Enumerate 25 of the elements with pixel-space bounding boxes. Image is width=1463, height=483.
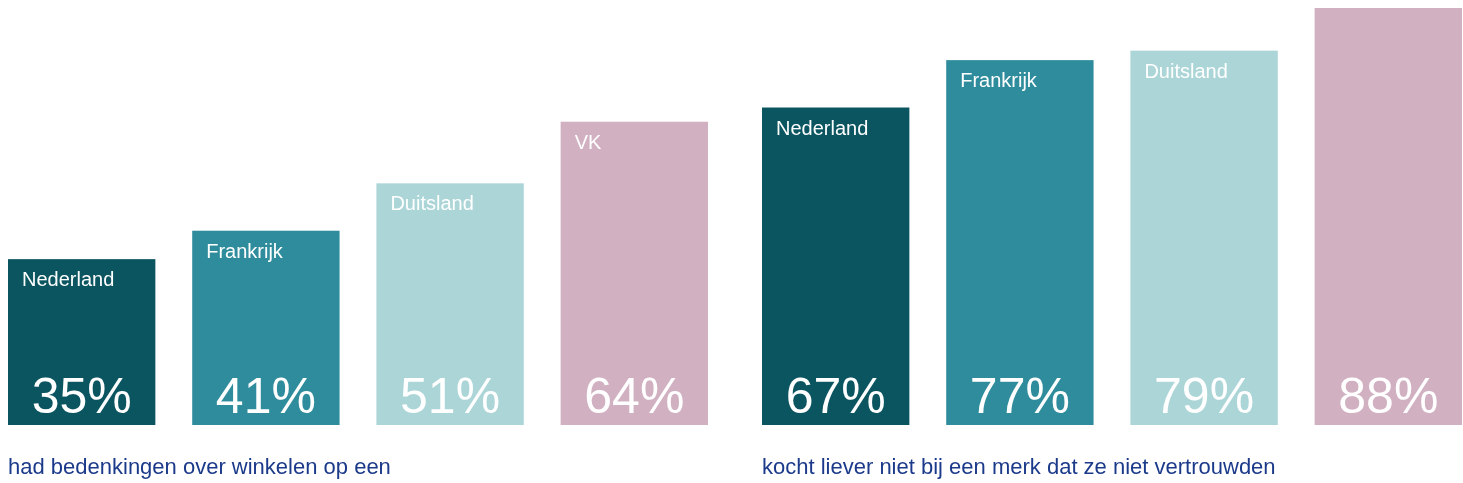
data-label: 35% bbox=[31, 368, 132, 424]
data-label: 51% bbox=[400, 368, 501, 424]
bar bbox=[8, 259, 156, 425]
bar bbox=[946, 60, 1094, 425]
data-label: 41% bbox=[215, 368, 316, 424]
x-tick-label: Nederland bbox=[22, 268, 115, 291]
bar bbox=[1130, 50, 1278, 425]
bar bbox=[560, 121, 708, 425]
data-label: 67% bbox=[785, 368, 886, 424]
x-axis-title: had bedenkingen over winkelen op een bbox=[8, 454, 391, 479]
x-axis-title: kocht liever niet bij een merk dat ze niet vertrouwden bbox=[762, 454, 1276, 479]
x-tick-label: Duitsland bbox=[1144, 59, 1228, 82]
bar bbox=[1314, 8, 1462, 425]
bar bbox=[376, 183, 524, 425]
data-label: 79% bbox=[1154, 368, 1255, 424]
data-label: 77% bbox=[969, 368, 1070, 424]
x-tick-label: Frankrijk bbox=[206, 239, 284, 262]
data-label: 64% bbox=[584, 368, 685, 424]
x-tick-label: Duitsland bbox=[390, 192, 474, 215]
bar bbox=[192, 230, 340, 425]
x-tick-label: Frankrijk bbox=[960, 69, 1038, 92]
bar bbox=[762, 107, 910, 425]
data-label: 88% bbox=[1338, 368, 1439, 424]
x-tick-label: VK bbox=[574, 130, 602, 153]
x-tick-label: Nederland bbox=[776, 116, 869, 139]
